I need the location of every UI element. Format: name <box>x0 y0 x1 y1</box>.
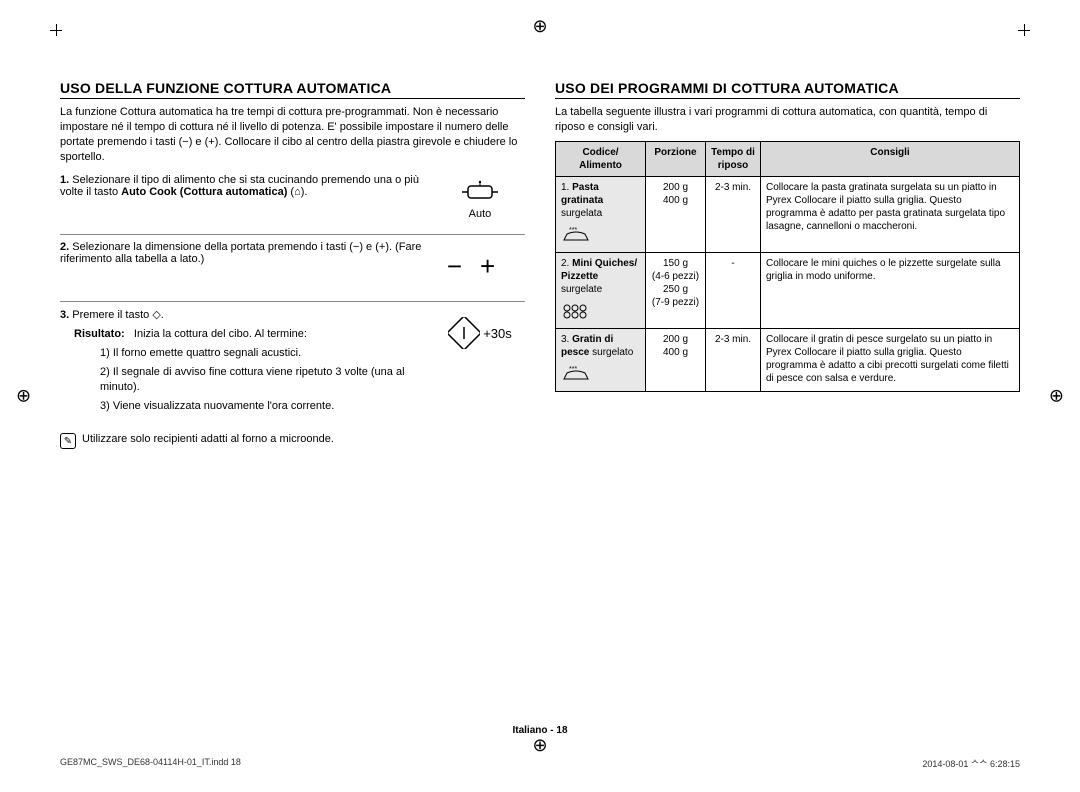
cell-rest: 2-3 min. <box>706 328 761 391</box>
note: ✎ Utilizzare solo recipienti adatti al f… <box>60 433 525 449</box>
print-timestamp: 2014-08-01 ᄉᄉ 6:28:15 <box>922 757 1020 770</box>
indd-filename: GE87MC_SWS_DE68-04114H-01_IT.indd 18 <box>60 757 241 770</box>
registration-mark-top: ⊕ <box>532 16 547 37</box>
page-number: Italiano - 18 <box>0 725 1080 736</box>
right-heading: USO DEI PROGRAMMI DI COTTURA AUTOMATICA <box>555 80 1020 99</box>
cell-code: 1. Pasta gratinata surgelata*** <box>556 176 646 252</box>
th-code: Codice/ Alimento <box>556 141 646 176</box>
left-column: USO DELLA FUNZIONE COTTURA AUTOMATICA La… <box>60 80 525 449</box>
note-icon: ✎ <box>60 433 76 449</box>
cell-portion: 200 g 400 g <box>646 176 706 252</box>
page-columns: USO DELLA FUNZIONE COTTURA AUTOMATICA La… <box>60 80 1020 449</box>
step-1: 1. Selezionare il tipo di alimento che s… <box>60 168 525 235</box>
svg-text:***: *** <box>569 366 577 373</box>
table-row: 3. Gratin di pesce surgelato***200 g 400… <box>556 328 1020 391</box>
cell-tips: Collocare il gratin di pesce surgelato s… <box>761 328 1020 391</box>
auto-cook-icon: Auto <box>435 174 525 224</box>
crop-mark <box>50 24 62 36</box>
registration-mark-left: ⊕ <box>16 386 31 407</box>
th-tips: Consigli <box>761 141 1020 176</box>
cell-code: 2. Mini Quiches/ Pizzette surgelate <box>556 252 646 328</box>
print-footer: GE87MC_SWS_DE68-04114H-01_IT.indd 18 201… <box>60 757 1020 770</box>
left-heading: USO DELLA FUNZIONE COTTURA AUTOMATICA <box>60 80 525 99</box>
th-rest: Tempo di riposo <box>706 141 761 176</box>
minus-plus-icon: −+ <box>435 241 525 291</box>
svg-text:***: *** <box>569 227 577 234</box>
cell-portion: 200 g 400 g <box>646 328 706 391</box>
cell-rest: 2-3 min. <box>706 176 761 252</box>
cell-code: 3. Gratin di pesce surgelato*** <box>556 328 646 391</box>
step-3: 3. Premere il tasto ◇. Risultato: Inizia… <box>60 302 525 427</box>
table-row: 2. Mini Quiches/ Pizzette surgelate150 g… <box>556 252 1020 328</box>
cell-portion: 150 g (4-6 pezzi) 250 g (7-9 pezzi) <box>646 252 706 328</box>
registration-mark-right: ⊕ <box>1049 386 1064 407</box>
step-2: 2. Selezionare la dimensione della porta… <box>60 235 525 302</box>
cell-tips: Collocare le mini quiches o le pizzette … <box>761 252 1020 328</box>
cell-rest: - <box>706 252 761 328</box>
registration-mark-bottom: ⊕ <box>532 735 547 756</box>
start-plus30s-icon: +30s <box>435 308 525 358</box>
crop-mark <box>1018 24 1030 36</box>
right-column: USO DEI PROGRAMMI DI COTTURA AUTOMATICA … <box>555 80 1020 449</box>
intro-para: La funzione Cottura automatica ha tre te… <box>60 105 525 164</box>
table-row: 1. Pasta gratinata surgelata***200 g 400… <box>556 176 1020 252</box>
th-portion: Porzione <box>646 141 706 176</box>
auto-cook-table: Codice/ Alimento Porzione Tempo di ripos… <box>555 141 1020 392</box>
right-intro: La tabella seguente illustra i vari prog… <box>555 105 1020 135</box>
cell-tips: Collocare la pasta gratinata surgelata s… <box>761 176 1020 252</box>
